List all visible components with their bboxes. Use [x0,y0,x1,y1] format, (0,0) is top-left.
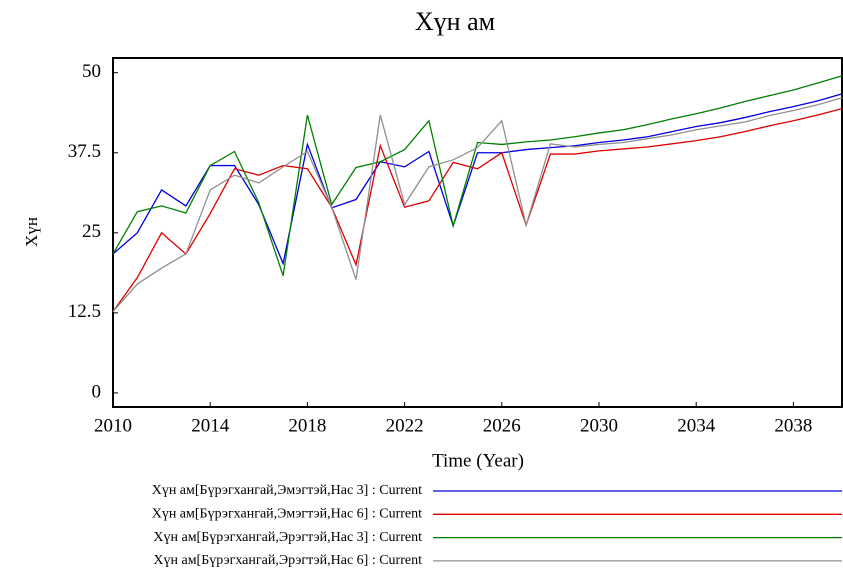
series-line [112,93,843,266]
x-tick-label: 2030 [580,415,618,436]
x-tick-label: 2034 [677,415,716,436]
legend-label: Хүн ам[Бүрэгхангай,Эрэгтэй,Нас 6] : Curr… [153,553,422,568]
y-tick-label: 50 [82,61,101,82]
plot-frame [112,57,843,408]
legend-label: Хүн ам[Бүрэгхангай,Эмэгтэй,Нас 3] : Curr… [152,483,422,498]
x-tick-label: 2010 [94,415,132,436]
series-line [112,75,843,276]
chart-title: Хүн ам [415,7,495,36]
y-tick-label: 25 [82,221,101,242]
x-tick-label: 2026 [483,415,521,436]
x-axis-label: Time (Year) [432,450,524,471]
series-line [112,97,843,313]
y-tick-label: 0 [92,381,102,402]
legend-label: Хүн ам[Бүрэгхангай,Эрэгтэй,Нас 3] : Curr… [153,530,422,545]
x-tick-label: 2014 [191,415,230,436]
x-tick-label: 2038 [774,415,812,436]
y-tick-label: 37.5 [68,141,101,162]
y-tick-label: 12.5 [68,301,101,322]
series-line [112,107,843,312]
x-tick-label: 2018 [288,415,326,436]
x-tick-label: 2022 [386,415,424,436]
legend-label: Хүн ам[Бүрэгхангай,Эмэгтэй,Нас 6] : Curr… [152,507,422,522]
y-axis-label: Хүн [22,217,41,247]
